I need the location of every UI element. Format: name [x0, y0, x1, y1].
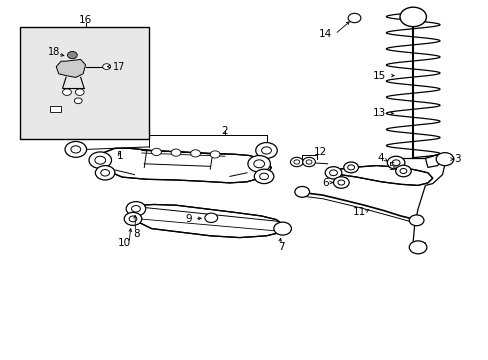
Circle shape	[333, 177, 348, 188]
Circle shape	[151, 148, 161, 156]
Circle shape	[395, 165, 410, 177]
Text: 3: 3	[453, 154, 460, 164]
Bar	[20, 27, 149, 139]
Circle shape	[325, 167, 341, 179]
Circle shape	[254, 169, 273, 184]
Polygon shape	[327, 166, 432, 185]
Bar	[50, 106, 61, 112]
Text: 5: 5	[387, 162, 394, 172]
Polygon shape	[131, 204, 283, 238]
Text: 16: 16	[79, 15, 92, 25]
Circle shape	[95, 166, 115, 180]
Circle shape	[273, 222, 291, 235]
Circle shape	[95, 156, 105, 164]
Circle shape	[131, 206, 140, 212]
Text: 15: 15	[371, 71, 385, 81]
Circle shape	[343, 162, 358, 173]
Polygon shape	[425, 155, 442, 167]
Circle shape	[67, 51, 77, 59]
Circle shape	[435, 153, 453, 166]
Circle shape	[337, 180, 344, 185]
Text: 17: 17	[112, 62, 124, 72]
Circle shape	[101, 170, 109, 176]
Text: 8: 8	[133, 229, 140, 239]
Polygon shape	[93, 148, 271, 183]
Polygon shape	[56, 59, 85, 77]
Text: 14: 14	[318, 29, 331, 39]
Circle shape	[261, 147, 271, 154]
Circle shape	[71, 146, 81, 153]
Circle shape	[399, 168, 406, 174]
Circle shape	[74, 98, 82, 104]
Circle shape	[305, 160, 311, 164]
Circle shape	[329, 170, 337, 176]
Text: 1: 1	[116, 150, 123, 161]
Circle shape	[65, 141, 86, 157]
Circle shape	[102, 64, 110, 69]
Text: 18: 18	[47, 47, 60, 57]
Circle shape	[347, 13, 360, 23]
Circle shape	[255, 143, 277, 158]
Circle shape	[294, 186, 309, 197]
Circle shape	[210, 151, 220, 158]
Circle shape	[190, 150, 200, 157]
Circle shape	[302, 157, 315, 167]
Circle shape	[247, 156, 270, 172]
Circle shape	[62, 89, 71, 95]
Text: 7: 7	[277, 242, 284, 252]
Circle shape	[124, 212, 142, 225]
Text: 4: 4	[376, 153, 383, 163]
Circle shape	[253, 160, 264, 168]
Text: 12: 12	[313, 147, 326, 157]
Circle shape	[129, 216, 137, 222]
Circle shape	[391, 160, 399, 166]
Text: 9: 9	[184, 213, 191, 224]
Circle shape	[290, 157, 303, 167]
Circle shape	[408, 241, 426, 254]
Text: 6: 6	[321, 177, 328, 188]
Circle shape	[408, 215, 423, 226]
Circle shape	[399, 7, 426, 27]
Text: 11: 11	[352, 207, 366, 217]
Circle shape	[126, 202, 145, 216]
Circle shape	[259, 173, 268, 180]
Circle shape	[386, 156, 404, 169]
Circle shape	[347, 165, 354, 170]
Circle shape	[293, 160, 299, 164]
Circle shape	[89, 152, 111, 168]
Text: 13: 13	[371, 108, 385, 118]
Circle shape	[171, 149, 181, 156]
Circle shape	[204, 213, 217, 222]
Text: 10: 10	[118, 238, 131, 248]
Circle shape	[75, 89, 84, 95]
Text: 2: 2	[221, 126, 228, 136]
